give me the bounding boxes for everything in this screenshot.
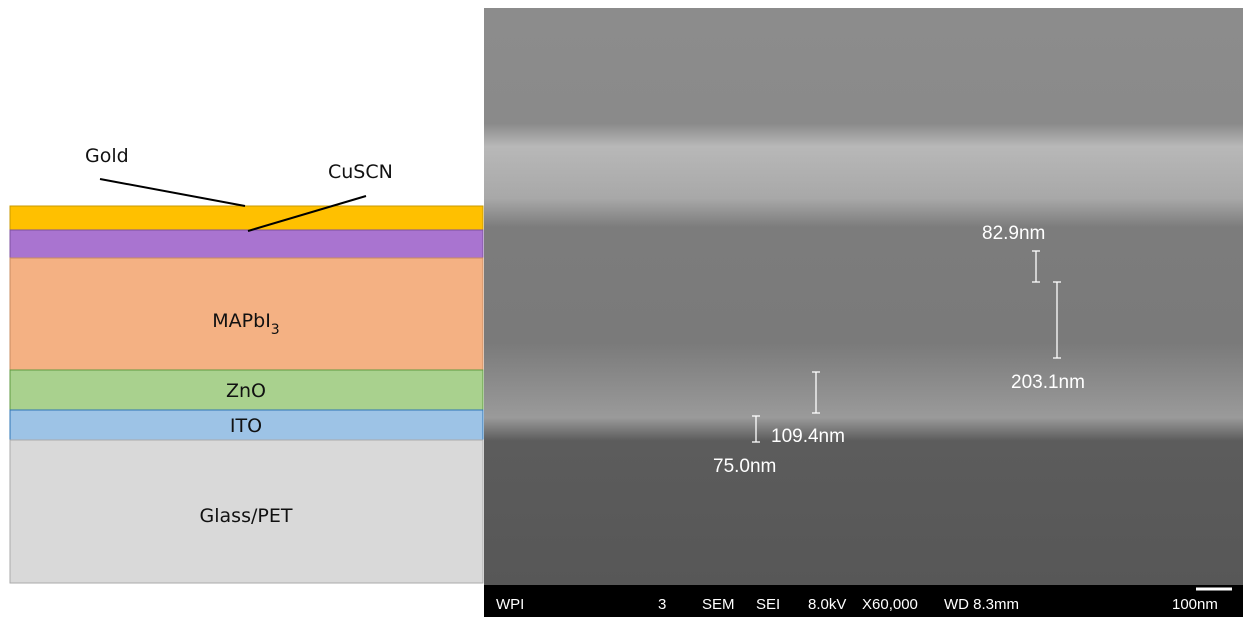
measurement-label: 75.0nm [713, 456, 776, 477]
info-label: X60,000 [862, 596, 918, 613]
info-label: SEM [702, 596, 735, 613]
info-label: 8.0kV [808, 596, 846, 613]
gold-layer [10, 206, 483, 230]
measurement-label: 82.9nm [982, 223, 1045, 244]
figure: Gold CuSCN MAPbI3 ZnO ITO Glass/PET 82.9… [0, 0, 1243, 617]
sem-image [484, 8, 1243, 585]
info-label: WPI [496, 596, 524, 613]
layer-label: Glass/PET [200, 505, 293, 527]
info-label: 100nm [1172, 596, 1218, 613]
measurement-label: 203.1nm [1011, 372, 1085, 393]
layer-label: Gold [85, 145, 129, 167]
layer-label: ITO [230, 415, 262, 437]
info-label: SEI [756, 596, 780, 613]
layer-label: ZnO [226, 380, 266, 402]
info-label: 3 [658, 596, 666, 613]
layer-label: CuSCN [328, 161, 393, 183]
gold-pointer [100, 179, 245, 206]
info-label: WD 8.3mm [944, 596, 1019, 613]
measurement-label: 109.4nm [771, 426, 845, 447]
cuscn-layer [10, 230, 483, 258]
